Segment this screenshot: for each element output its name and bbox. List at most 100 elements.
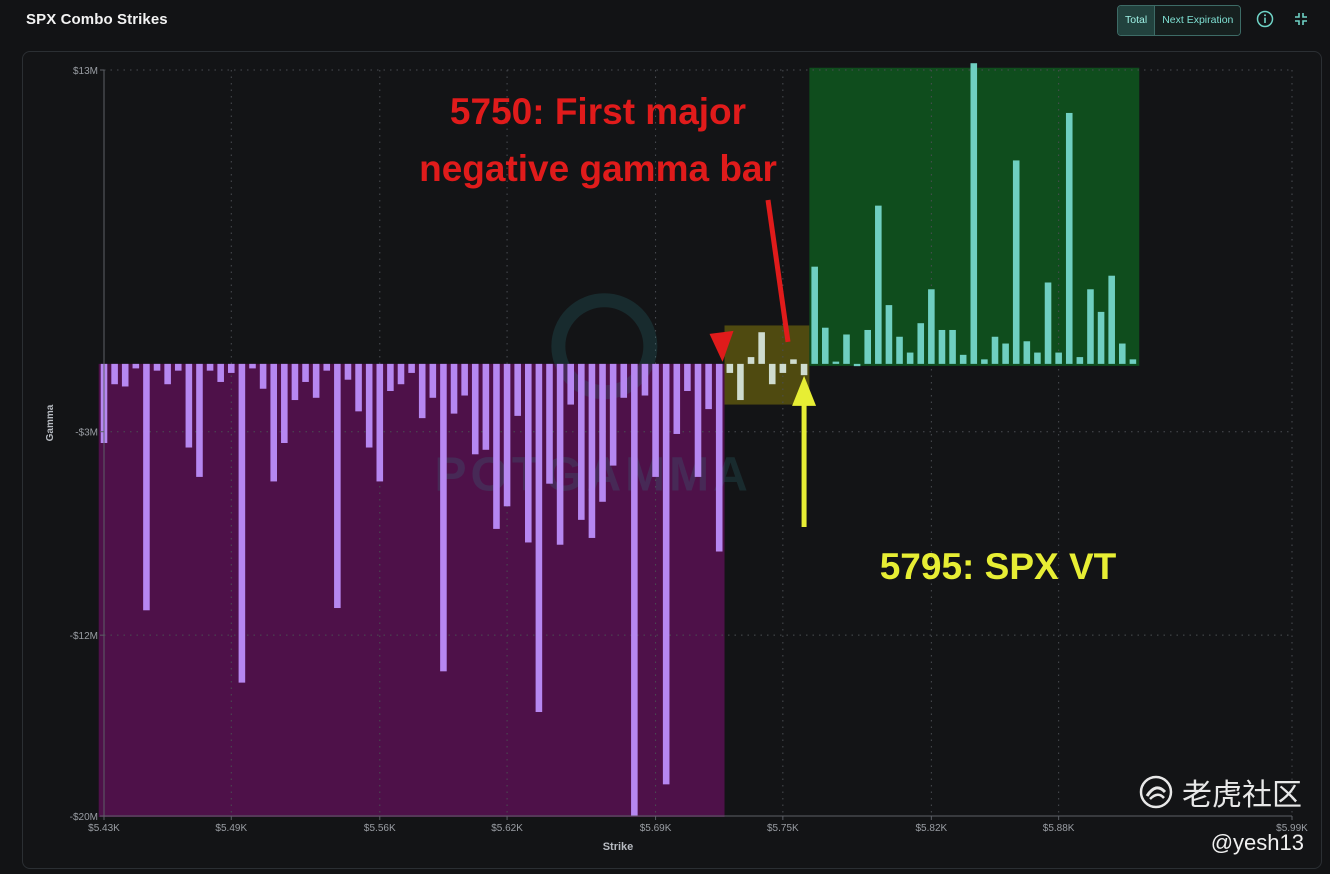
info-icon[interactable]	[1255, 9, 1275, 29]
x-tick-label: $5.56K	[364, 823, 396, 834]
gamma-bar	[514, 363, 521, 416]
gamma-bar	[578, 363, 585, 520]
gamma-bar	[471, 363, 479, 455]
x-tick-label: $5.49K	[215, 823, 247, 834]
gamma-bar	[1023, 341, 1031, 364]
gamma-bar	[429, 363, 437, 398]
x-tick-label: $5.69K	[640, 823, 672, 834]
x-tick-label: $5.99K	[1276, 823, 1308, 834]
gamma-bar	[790, 359, 797, 364]
gamma-bar	[1055, 352, 1062, 364]
total-toggle-button[interactable]: Total	[1118, 6, 1156, 35]
gamma-bar	[312, 363, 320, 398]
gamma-bar	[461, 363, 468, 396]
gamma-bar	[270, 363, 278, 482]
gamma-bar	[588, 363, 596, 538]
gamma-bar	[832, 361, 840, 364]
yellow-arrow-head	[792, 375, 817, 406]
gamma-bar	[196, 363, 203, 477]
gamma-bar	[758, 332, 765, 364]
gamma-bar	[631, 363, 638, 816]
gamma-bar	[524, 363, 532, 543]
gamma-bar	[620, 363, 628, 398]
gamma-bar	[981, 359, 988, 364]
gamma-bar	[1065, 112, 1073, 364]
gamma-bar	[493, 363, 500, 529]
tiger-logo-icon	[1139, 775, 1173, 809]
gamma-bar	[970, 63, 978, 364]
red-annotation-line2: negative gamma bar	[419, 148, 777, 189]
gamma-bar	[821, 327, 829, 364]
gamma-bar	[779, 363, 787, 373]
gamma-bar	[1012, 160, 1020, 364]
gamma-bar	[535, 363, 543, 713]
y-tick-label: -$12M	[70, 631, 98, 642]
gamma-bar	[450, 363, 458, 414]
gamma-bar	[387, 363, 394, 392]
x-axis-title: Strike	[603, 841, 634, 853]
gamma-bar	[408, 363, 415, 373]
gamma-bar	[715, 363, 723, 552]
gamma-bar	[662, 363, 670, 785]
gamma-bar	[938, 329, 946, 364]
gamma-bar	[174, 363, 182, 371]
gamma-bar	[365, 363, 373, 448]
gamma-bar	[991, 336, 999, 364]
gamma-bar	[726, 363, 734, 373]
gamma-bar	[1034, 352, 1041, 364]
red-annotation-line1: 5750: First major	[450, 91, 746, 132]
gamma-bar	[811, 266, 818, 364]
gamma-bar	[673, 363, 681, 434]
watermark-username: @yesh13	[1210, 830, 1304, 855]
gamma-bar	[217, 363, 224, 382]
gamma-bar	[302, 363, 309, 382]
gamma-bar	[259, 363, 267, 389]
gamma-bar	[418, 363, 426, 419]
gamma-bar	[609, 363, 617, 466]
gamma-bar	[185, 363, 193, 448]
gamma-bar	[227, 363, 235, 373]
gamma-bar	[111, 363, 118, 385]
gamma-bar	[334, 363, 341, 609]
y-tick-label: $13M	[73, 66, 98, 77]
gamma-bar	[896, 336, 903, 364]
gamma-bar	[1118, 343, 1126, 364]
gamma-bar	[291, 363, 299, 401]
gamma-bar	[917, 323, 925, 364]
gamma-bar	[323, 363, 331, 371]
gamma-bar	[800, 363, 808, 376]
gamma-bar	[1129, 359, 1137, 364]
gamma-bar	[705, 363, 712, 410]
gamma-bar	[121, 363, 129, 387]
gamma-bar	[1087, 289, 1094, 364]
gamma-bar	[1108, 275, 1115, 364]
negative-gamma-zone	[98, 363, 725, 817]
gamma-bar	[397, 363, 405, 385]
chart-title: SPX Combo Strikes	[26, 11, 168, 28]
red-arrow-head	[709, 330, 734, 362]
y-tick-label: -$20M	[70, 812, 98, 823]
gamma-bar	[249, 363, 256, 369]
gamma-bar	[482, 363, 490, 450]
red-arrow-shaft	[765, 199, 791, 343]
x-tick-label: $5.82K	[916, 823, 948, 834]
gamma-bar	[853, 363, 861, 367]
gamma-bar	[132, 363, 140, 369]
gamma-bar	[1044, 282, 1052, 364]
next-expiration-toggle-button[interactable]: Next Expiration	[1155, 6, 1241, 35]
y-tick-label: -$3M	[75, 428, 98, 439]
expiration-toggle: Total Next Expiration	[1117, 5, 1242, 36]
gamma-bar	[1097, 311, 1105, 364]
gamma-bar	[1076, 357, 1084, 364]
gamma-bar	[641, 363, 649, 396]
gamma-bar	[747, 357, 755, 364]
gamma-bar	[875, 205, 882, 364]
gamma-bar	[906, 352, 914, 364]
y-axis-title: Gamma	[45, 404, 56, 441]
collapse-icon[interactable]	[1291, 9, 1311, 29]
chart-panel: POTGAMMA$13M-$3M-$12M-$20M$5.43K$5.49K$5…	[22, 51, 1322, 869]
gamma-bar	[153, 363, 161, 371]
gamma-bar	[928, 289, 935, 364]
watermark-logo-text: 老虎社区	[1182, 779, 1302, 812]
yellow-annotation: 5795: SPX VT	[880, 546, 1117, 587]
